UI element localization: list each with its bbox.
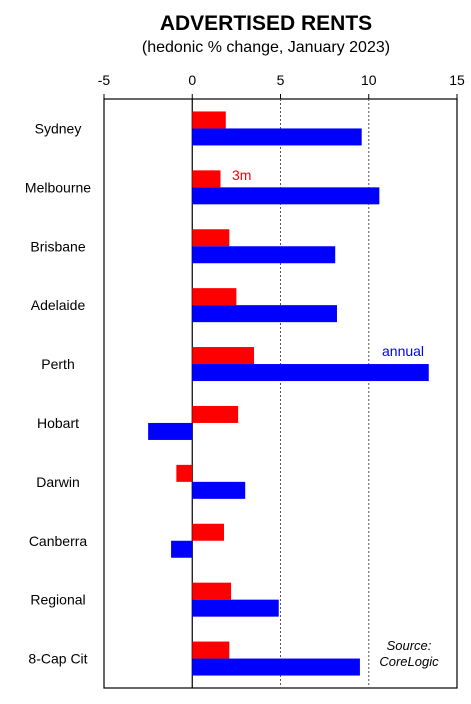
bar-annual — [192, 364, 429, 382]
bar-3m — [192, 229, 230, 247]
bar-3m — [192, 405, 239, 423]
bar-annual — [192, 246, 336, 264]
bar-3m — [192, 582, 232, 600]
source-line-1: Source: — [387, 638, 432, 653]
bar-3m — [192, 111, 226, 129]
chart-title: ADVERTISED RENTS — [160, 12, 372, 35]
bar-annual — [192, 305, 337, 323]
category-label: Hobart — [37, 415, 79, 431]
category-label: Canberra — [29, 533, 88, 549]
category-label: Brisbane — [30, 238, 85, 254]
x-tick-label: 10 — [361, 72, 377, 88]
bars — [148, 111, 429, 676]
bar-3m — [176, 464, 193, 482]
category-label: Sydney — [35, 120, 82, 136]
bar-annual — [192, 128, 362, 146]
bar-3m — [192, 288, 237, 306]
label-annual: annual — [382, 343, 424, 359]
bar-annual — [192, 599, 279, 617]
x-tick-label: 15 — [449, 72, 465, 88]
bar-3m — [192, 523, 225, 541]
category-label: Regional — [30, 592, 85, 608]
category-label: Perth — [41, 356, 74, 372]
bar-3m — [192, 641, 230, 659]
category-label: 8-Cap Cit — [28, 651, 87, 667]
source-line-2: CoreLogic — [379, 654, 439, 669]
label-3m: 3m — [232, 167, 251, 183]
bar-3m — [192, 347, 255, 365]
category-label: Darwin — [36, 474, 80, 490]
chart-subtitle: (hedonic % change, January 2023) — [142, 39, 390, 56]
x-tick-label: 5 — [277, 72, 285, 88]
bar-annual — [148, 422, 193, 440]
x-tick-label: 0 — [188, 72, 196, 88]
x-axis: -5 0 5 10 15 — [98, 72, 465, 99]
bar-3m — [192, 170, 221, 188]
bar-annual — [192, 187, 380, 205]
bar-annual — [171, 540, 193, 558]
category-labels: Sydney Melbourne Brisbane Adelaide Perth Hoba… — [25, 120, 91, 666]
category-label: Adelaide — [31, 297, 86, 313]
bar-annual — [192, 658, 360, 676]
bar-annual — [192, 481, 246, 499]
category-label: Melbourne — [25, 179, 91, 195]
x-tick-label: -5 — [98, 72, 111, 88]
